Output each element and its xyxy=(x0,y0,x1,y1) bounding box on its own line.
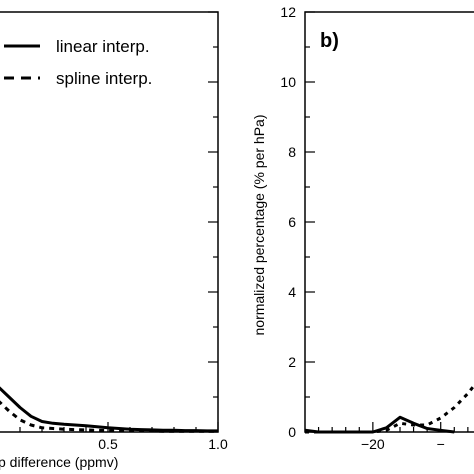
panel-b-y-tick-label: 2 xyxy=(288,354,296,370)
legend: linear interp. spline interp. xyxy=(4,37,152,88)
panel-b-y-tick-label: 0 xyxy=(288,424,296,440)
panel-a-x-tick-label: 1.0 xyxy=(208,436,228,452)
panel-b: 0 2 4 6 8 10 12 −20 − b) normalized percentage (… xyxy=(251,4,474,452)
panel-b-series xyxy=(304,383,474,434)
panel-a-x-axis-label: p difference (ppmv) xyxy=(0,454,118,470)
panel-b-ticks: 0 2 4 6 8 10 12 −20 − xyxy=(280,4,469,452)
panel-b-frame xyxy=(304,11,474,433)
legend-label-spline: spline interp. xyxy=(56,69,152,88)
panel-b-y-tick-label: 12 xyxy=(280,4,296,20)
panel-a-series xyxy=(0,386,218,433)
panel-b-label: b) xyxy=(320,30,339,52)
panel-a-x-tick-label: 0.5 xyxy=(98,436,118,452)
panel-b-y-axis-label: normalized percentage (% per hPa) xyxy=(251,114,267,335)
panel-b-y-tick-label: 8 xyxy=(288,144,296,160)
legend-label-linear: linear interp. xyxy=(56,37,150,56)
panel-b-x-tick-label: − xyxy=(437,436,445,452)
panel-a-series-spline xyxy=(0,400,218,433)
panel-b-y-tick-label: 4 xyxy=(288,284,296,300)
panel-a: 0.5 1.0 linear interp. spline interp. p d… xyxy=(0,11,228,470)
panel-b-x-tick-label: −20 xyxy=(361,436,385,452)
panel-b-y-tick-label: 6 xyxy=(288,214,296,230)
panel-b-series-spline xyxy=(305,383,474,434)
panel-b-y-tick-label: 10 xyxy=(280,74,296,90)
panel-a-ticks: 0.5 1.0 xyxy=(19,11,228,452)
